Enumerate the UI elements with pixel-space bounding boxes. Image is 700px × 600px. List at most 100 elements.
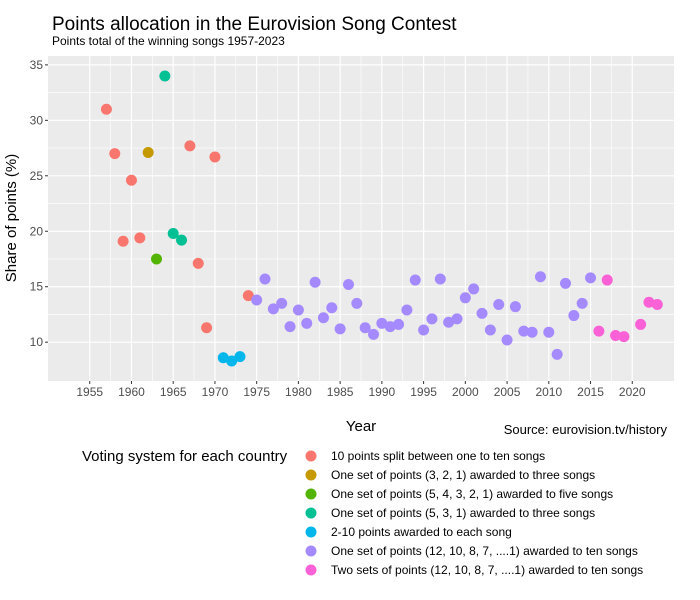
legend-title: Voting system for each country [82, 448, 288, 465]
data-point [468, 283, 480, 295]
data-point [259, 273, 271, 285]
data-point [192, 257, 204, 269]
legend-key [305, 450, 317, 462]
data-point [292, 304, 304, 316]
data-point [610, 330, 622, 342]
data-point [551, 348, 563, 360]
data-point [151, 253, 163, 265]
x-tick-label: 1960 [118, 385, 145, 399]
data-point [334, 323, 346, 335]
data-point [301, 317, 313, 329]
x-tick-label: 1990 [369, 385, 396, 399]
data-point [342, 278, 354, 290]
legend-key [305, 564, 317, 576]
data-point [593, 325, 605, 337]
data-point [351, 297, 363, 309]
x-tick-label: 1980 [285, 385, 312, 399]
x-tick-label: 1965 [160, 385, 187, 399]
data-point [418, 324, 430, 336]
x-axis-title: Year [346, 418, 376, 435]
data-point [559, 277, 571, 289]
data-point [618, 331, 630, 343]
grid-lines [48, 56, 674, 381]
data-point [251, 294, 263, 306]
legend-label: One set of points (5, 4, 3, 2, 1) awarde… [331, 487, 613, 501]
legend: 10 points split between one to ten songs… [305, 449, 643, 577]
x-tick-label: 2005 [494, 385, 521, 399]
data-point [451, 313, 463, 325]
y-axis-ticks: 10 15 20 25 30 35 [30, 58, 48, 349]
data-point [117, 235, 129, 247]
data-point [359, 322, 371, 334]
data-point [568, 310, 580, 322]
data-point [134, 232, 146, 244]
x-tick-label: 2020 [619, 385, 646, 399]
source-caption: Source: eurovision.tv/history [504, 422, 668, 437]
data-point [209, 151, 221, 163]
legend-key [305, 545, 317, 557]
data-point [100, 103, 112, 115]
data-point [368, 328, 380, 340]
data-point [501, 334, 513, 346]
legend-key [305, 526, 317, 538]
y-tick-label: 10 [30, 335, 44, 349]
x-tick-label: 2010 [535, 385, 562, 399]
data-point [476, 307, 488, 319]
data-points [100, 70, 663, 367]
legend-key [305, 469, 317, 481]
data-point [109, 148, 121, 160]
data-point [309, 276, 321, 288]
data-point [167, 227, 179, 239]
x-tick-label: 1985 [327, 385, 354, 399]
data-point [234, 351, 246, 363]
data-point [284, 321, 296, 333]
data-point [509, 301, 521, 313]
legend-label: One set of points (3, 2, 1) awarded to t… [331, 468, 595, 482]
data-point [376, 317, 388, 329]
x-tick-label: 2015 [577, 385, 604, 399]
legend-key [305, 507, 317, 519]
data-point [401, 304, 413, 316]
data-point [125, 174, 137, 186]
data-point [459, 292, 471, 304]
y-axis-title: Share of points (%) [3, 154, 20, 282]
data-point [242, 290, 254, 302]
data-point [142, 147, 154, 159]
data-point [484, 324, 496, 336]
data-point [276, 297, 288, 309]
data-point [601, 274, 613, 286]
data-point [526, 326, 538, 338]
data-point [443, 316, 455, 328]
y-tick-label: 35 [30, 58, 44, 72]
x-tick-label: 1955 [76, 385, 103, 399]
data-point [534, 271, 546, 283]
data-point [184, 140, 196, 152]
chart-title: Points allocation in the Eurovision Song… [52, 14, 457, 35]
data-point [543, 326, 555, 338]
y-tick-label: 20 [30, 224, 44, 238]
legend-key [305, 488, 317, 500]
data-point [201, 322, 213, 334]
legend-label: 2-10 points awarded to each song [331, 525, 512, 539]
data-point [267, 303, 279, 315]
data-point [393, 318, 405, 330]
legend-label: One set of points (5, 3, 1) awarded to t… [331, 506, 595, 520]
y-tick-label: 15 [30, 280, 44, 294]
data-point [159, 70, 171, 82]
x-tick-label: 1975 [243, 385, 270, 399]
data-point [409, 274, 421, 286]
x-axis-ticks: 1955 1960 1965 1970 1975 1980 1985 1990 1995 2000… [76, 381, 646, 399]
x-tick-label: 2000 [452, 385, 479, 399]
legend-label: One set of points (12, 10, 8, 7, ....1) … [331, 544, 638, 558]
x-tick-label: 1995 [410, 385, 437, 399]
data-point [576, 297, 588, 309]
data-point [317, 312, 329, 324]
x-tick-label: 1970 [202, 385, 229, 399]
data-point [635, 318, 647, 330]
data-point [585, 272, 597, 284]
data-point [384, 321, 396, 333]
data-point [643, 296, 655, 308]
data-point [518, 325, 530, 337]
data-point [226, 355, 238, 367]
